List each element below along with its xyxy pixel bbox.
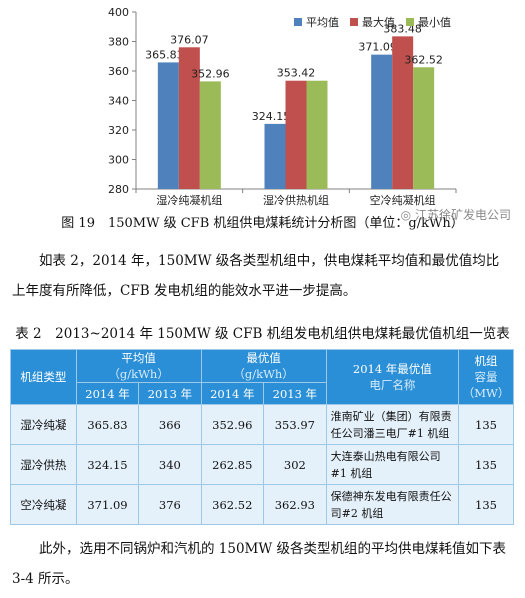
table-title: 表 2 2013~2014 年 150MW 级 CFB 机组发电机组供电煤耗最优… (15, 326, 510, 342)
y-tick-label: 400 (108, 6, 129, 19)
cell-plant: 大连泰山热电有限公司#1 机组 (325, 444, 460, 485)
y-tick-label: 340 (108, 95, 129, 108)
cell-plant: 淮南矿业（集团）有限责任公司潘三电厂#1 机组 (325, 404, 460, 445)
bar-chart: 280 300 320 340 360 380 400 365.83 376.07 352.96 湿… (108, 6, 457, 207)
figure-caption: 图 19 150MW 级 CFB 机组供电煤耗统计分析图（单位：g/kWh） (61, 216, 464, 231)
cell-avg2014: 365.83 (75, 404, 140, 445)
x-tick-label: 空冷纯凝机组 (370, 193, 436, 207)
y-tick-label: 360 (108, 65, 129, 78)
cell-avg2013: 376 (138, 484, 202, 525)
header-plant: 2014 年最优值 电厂名称 (325, 349, 460, 405)
watermark: ◎ 江苏徐矿发电公司 (401, 206, 511, 223)
paragraph-2: 此外，选用不同锅炉和汽机的 150MW 级各类型机组的平均供电煤耗值如下表 3-… (12, 541, 507, 587)
bar (371, 54, 393, 190)
header-avg-2013: 2013 年 (138, 382, 202, 405)
bar (199, 81, 221, 189)
table-row: 湿冷纯凝 365.83 366 352.96 353.97 淮南矿业（集团）有限… (10, 404, 514, 445)
data-label: 324.15 (252, 110, 291, 123)
cell-avg2014: 371.09 (75, 484, 140, 525)
legend-swatch (406, 18, 414, 26)
bar (285, 80, 307, 189)
legend-swatch (350, 18, 358, 26)
cell-plant: 保德神东发电有限责任公司#2 机组 (325, 484, 460, 525)
cell-capacity: 135 (458, 484, 514, 525)
cell-type: 湿冷纯凝 (10, 404, 77, 445)
y-tick-label: 320 (108, 124, 129, 137)
cell-type: 空冷纯凝 (10, 484, 77, 525)
cell-best2014: 352.96 (200, 404, 265, 445)
cell-best2013: 353.97 (263, 404, 327, 445)
x-tick-label: 湿冷供热机组 (263, 193, 329, 207)
table-row: 湿冷供热 324.15 340 262.85 302 大连泰山热电有限公司#1 … (10, 444, 514, 485)
y-tick-label: 380 (108, 36, 129, 49)
legend-label: 最大值 (362, 15, 395, 29)
cell-avg2013: 340 (138, 444, 202, 485)
cell-capacity: 135 (458, 444, 514, 485)
legend-swatch (294, 18, 302, 26)
header-best-2014: 2014 年 (200, 382, 265, 405)
cell-best2013: 302 (263, 444, 327, 485)
data-label: 376.07 (170, 33, 209, 46)
data-label: 362.52 (404, 53, 443, 66)
paragraph-1: 如表 2，2014 年，150MW 级各类型机组中，供电煤耗平均值和最优值均比上… (12, 253, 500, 299)
bar (264, 123, 286, 189)
header-best: 最优值 （g/kWh） (200, 349, 327, 383)
header-avg: 平均值 （g/kWh） (75, 349, 202, 383)
y-tick-label: 280 (108, 183, 129, 196)
data-label: 365.83 (145, 48, 184, 61)
header-best-2013: 2013 年 (263, 382, 327, 405)
cell-avg2014: 324.15 (75, 444, 140, 485)
data-label: 371.09 (358, 41, 397, 54)
cell-type: 湿冷供热 (10, 444, 77, 485)
cell-best2014: 262.85 (200, 444, 265, 485)
cell-best2014: 362.52 (200, 484, 265, 525)
bar (392, 36, 414, 189)
data-label: 352.96 (191, 67, 230, 80)
bar (306, 80, 328, 189)
legend-label: 平均值 (306, 16, 339, 29)
header-type: 机组类型 (10, 349, 77, 405)
cell-avg2013: 366 (138, 404, 202, 445)
cell-best2013: 362.93 (263, 484, 327, 525)
bar (157, 62, 179, 189)
wechat-icon: ◎ (400, 208, 412, 222)
bar (178, 47, 200, 189)
table-row: 空冷纯凝 371.09 376 362.52 362.93 保德神东发电有限责任… (10, 484, 514, 525)
watermark-text: 江苏徐矿发电公司 (414, 208, 511, 222)
header-capacity: 机组 容量（MW） (458, 349, 514, 405)
header-avg-2014: 2014 年 (75, 382, 140, 405)
y-tick-label: 300 (108, 154, 129, 167)
x-tick-label: 湿冷纯凝机组 (156, 193, 222, 207)
cell-capacity: 135 (458, 404, 514, 445)
data-label: 353.42 (277, 67, 316, 80)
legend-label: 最小值 (418, 16, 451, 29)
bar (413, 67, 435, 189)
best-values-table: 机组类型 平均值 （g/kWh） 最优值 （g/kWh） 2014 年最优值 电… (10, 349, 514, 525)
